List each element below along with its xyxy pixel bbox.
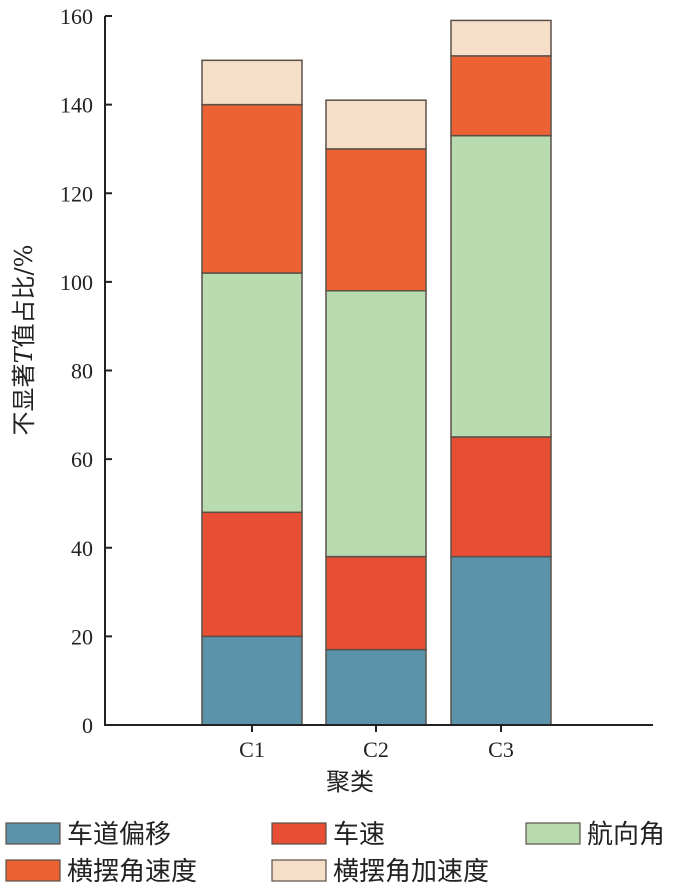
bar-segment-C1-3 <box>201 103 303 274</box>
y-tick-label: 140 <box>60 93 93 118</box>
bar-segment-C3-0 <box>450 555 552 726</box>
legend-label: 横摆角速度 <box>67 857 197 887</box>
legend-swatch <box>5 822 61 845</box>
legend-label: 车道偏移 <box>67 820 171 850</box>
y-tick-label: 40 <box>71 536 93 561</box>
legend-label: 横摆角加速度 <box>333 857 489 887</box>
bar-segment-C1-1 <box>201 511 303 638</box>
bar-segment-C3-3 <box>450 55 552 137</box>
legend-swatch <box>525 822 581 845</box>
bar-segment-C2-2 <box>325 289 427 558</box>
bar-segment-C2-1 <box>325 555 427 651</box>
y-tick-label: 0 <box>82 713 93 738</box>
bar-segment-C3-4 <box>450 19 552 57</box>
y-tick-label: 120 <box>60 181 93 206</box>
y-tick-label: 60 <box>71 447 93 472</box>
bar-segment-C2-4 <box>325 99 427 150</box>
x-tick-label: C1 <box>239 737 265 762</box>
x-axis-label: 聚类 <box>326 768 374 796</box>
bar-segment-C1-2 <box>201 272 303 514</box>
legend-swatch <box>271 859 327 882</box>
legend-label: 车速 <box>333 820 385 850</box>
y-tick-label: 80 <box>71 359 93 384</box>
bar-segment-C2-0 <box>325 648 427 726</box>
bar-segment-C2-3 <box>325 148 427 292</box>
bar-segment-C3-1 <box>450 436 552 558</box>
y-tick-label: 20 <box>71 624 93 649</box>
x-tick-label: C3 <box>488 737 514 762</box>
bar-segment-C3-2 <box>450 134 552 438</box>
bar-segment-C1-4 <box>201 59 303 106</box>
x-tick-label: C2 <box>363 737 389 762</box>
y-axis-label: 不显著T值占比/% <box>10 245 38 436</box>
y-tick-label: 100 <box>60 270 93 295</box>
legend-label: 航向角 <box>587 820 665 850</box>
y-tick-label: 160 <box>60 4 93 29</box>
legend-swatch <box>5 859 61 882</box>
legend-swatch <box>271 822 327 845</box>
bar-segment-C1-0 <box>201 635 303 726</box>
